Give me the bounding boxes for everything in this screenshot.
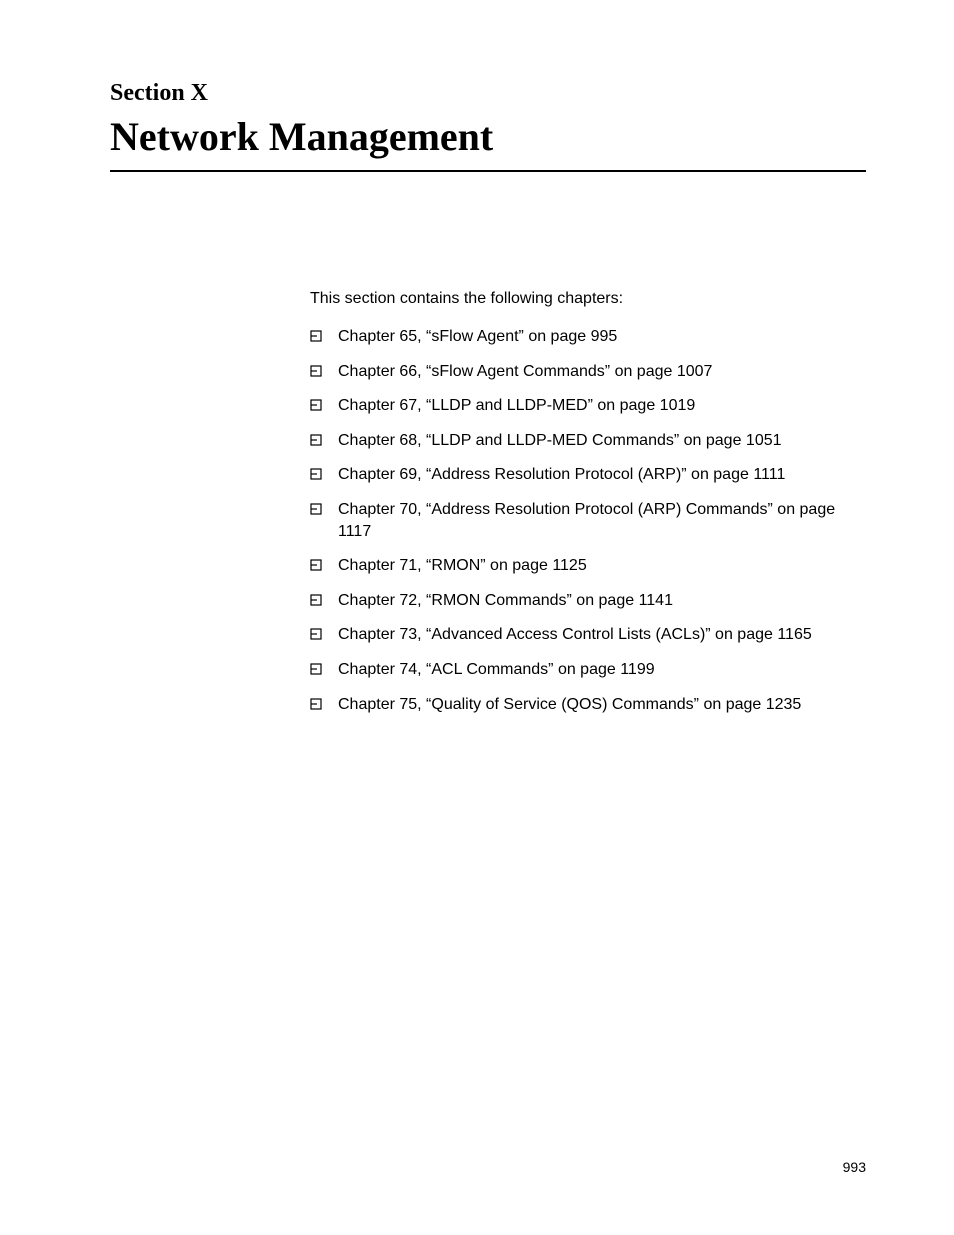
chapter-text: Chapter 74, “ACL Commands” on page 1199 — [338, 659, 866, 681]
chapter-item: Chapter 72, “RMON Commands” on page 1141 — [310, 590, 866, 612]
chapter-item: Chapter 71, “RMON” on page 1125 — [310, 555, 866, 577]
section-title: Network Management — [110, 113, 866, 160]
chapter-text: Chapter 75, “Quality of Service (QOS) Co… — [338, 694, 866, 716]
bullet-icon — [310, 330, 322, 342]
chapter-item: Chapter 65, “sFlow Agent” on page 995 — [310, 326, 866, 348]
bullet-icon — [310, 468, 322, 480]
chapter-text: Chapter 66, “sFlow Agent Commands” on pa… — [338, 361, 866, 383]
chapter-item: Chapter 69, “Address Resolution Protocol… — [310, 464, 866, 486]
chapter-item: Chapter 75, “Quality of Service (QOS) Co… — [310, 694, 866, 716]
title-rule — [110, 170, 866, 172]
body-text: This section contains the following chap… — [310, 290, 866, 715]
bullet-icon — [310, 434, 322, 446]
chapter-text: Chapter 69, “Address Resolution Protocol… — [338, 464, 866, 486]
bullet-icon — [310, 399, 322, 411]
chapter-text: Chapter 68, “LLDP and LLDP-MED Commands”… — [338, 430, 866, 452]
chapter-text: Chapter 65, “sFlow Agent” on page 995 — [338, 326, 866, 348]
bullet-icon — [310, 559, 322, 571]
chapter-item: Chapter 66, “sFlow Agent Commands” on pa… — [310, 361, 866, 383]
chapter-item: Chapter 74, “ACL Commands” on page 1199 — [310, 659, 866, 681]
chapter-text: Chapter 70, “Address Resolution Protocol… — [338, 499, 866, 542]
chapter-list: Chapter 65, “sFlow Agent” on page 995 Ch… — [310, 326, 866, 715]
chapter-item: Chapter 70, “Address Resolution Protocol… — [310, 499, 866, 542]
chapter-item: Chapter 73, “Advanced Access Control Lis… — [310, 624, 866, 646]
chapter-text: Chapter 67, “LLDP and LLDP-MED” on page … — [338, 395, 866, 417]
intro-text: This section contains the following chap… — [310, 290, 866, 308]
bullet-icon — [310, 628, 322, 640]
chapter-text: Chapter 72, “RMON Commands” on page 1141 — [338, 590, 866, 612]
page-content: Section X Network Management This sectio… — [0, 0, 954, 715]
bullet-icon — [310, 594, 322, 606]
chapter-text: Chapter 71, “RMON” on page 1125 — [338, 555, 866, 577]
section-label: Section X — [110, 80, 866, 107]
page-number: 993 — [843, 1159, 866, 1175]
chapter-text: Chapter 73, “Advanced Access Control Lis… — [338, 624, 866, 646]
bullet-icon — [310, 698, 322, 710]
chapter-item: Chapter 67, “LLDP and LLDP-MED” on page … — [310, 395, 866, 417]
bullet-icon — [310, 365, 322, 377]
bullet-icon — [310, 503, 322, 515]
chapter-item: Chapter 68, “LLDP and LLDP-MED Commands”… — [310, 430, 866, 452]
bullet-icon — [310, 663, 322, 675]
